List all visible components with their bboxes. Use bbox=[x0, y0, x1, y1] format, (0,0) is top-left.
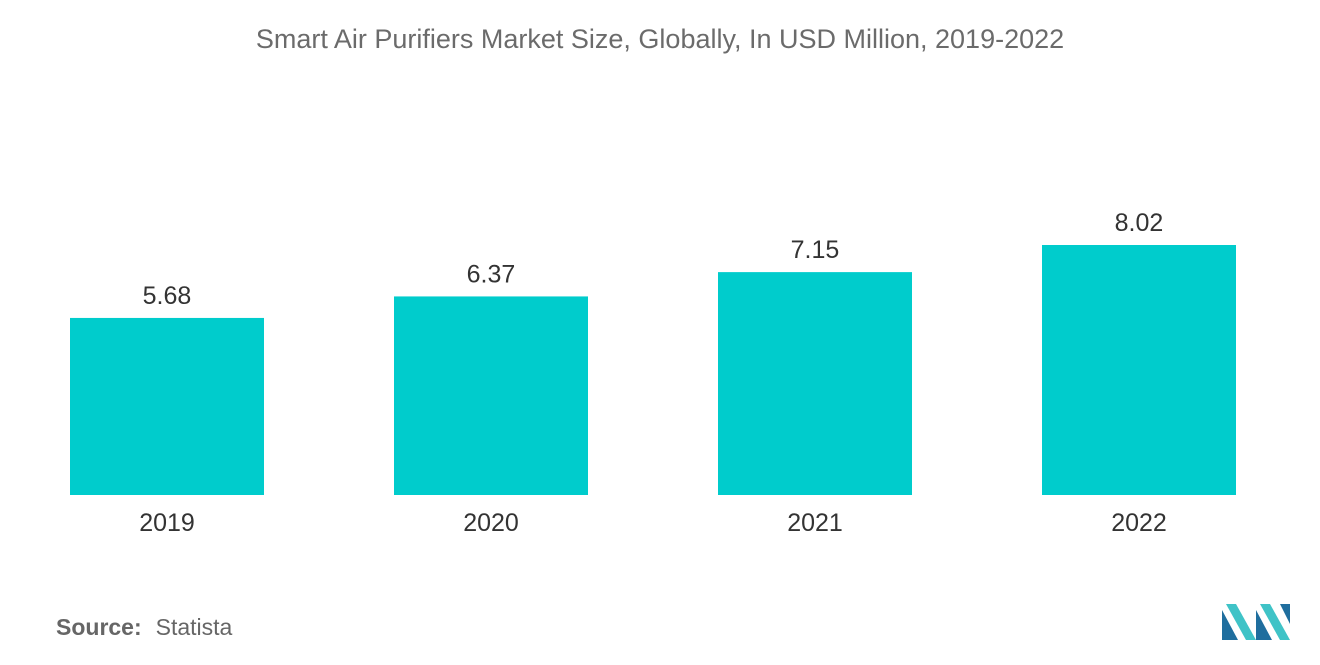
data-label-2021: 7.15 bbox=[791, 236, 840, 264]
bar-2022 bbox=[1042, 245, 1236, 495]
x-tick-label-2020: 2020 bbox=[463, 509, 519, 537]
data-label-2022: 8.02 bbox=[1115, 209, 1164, 237]
bar-2021 bbox=[718, 272, 912, 495]
data-label-2019: 5.68 bbox=[143, 282, 192, 310]
mordor-intelligence-logo-icon bbox=[1222, 604, 1290, 640]
source-value: Statista bbox=[155, 614, 233, 640]
x-tick-label-2022: 2022 bbox=[1111, 509, 1167, 537]
x-tick-label-2021: 2021 bbox=[787, 509, 843, 537]
bar-2019 bbox=[70, 317, 264, 495]
data-label-2020: 6.37 bbox=[467, 260, 516, 288]
source-line: Source: Statista bbox=[56, 614, 232, 641]
source-label: Source: bbox=[56, 614, 142, 640]
x-tick-label-2019: 2019 bbox=[139, 509, 195, 537]
bar-2020 bbox=[394, 296, 588, 495]
chart-title: Smart Air Purifiers Market Size, Globall… bbox=[255, 24, 1065, 54]
